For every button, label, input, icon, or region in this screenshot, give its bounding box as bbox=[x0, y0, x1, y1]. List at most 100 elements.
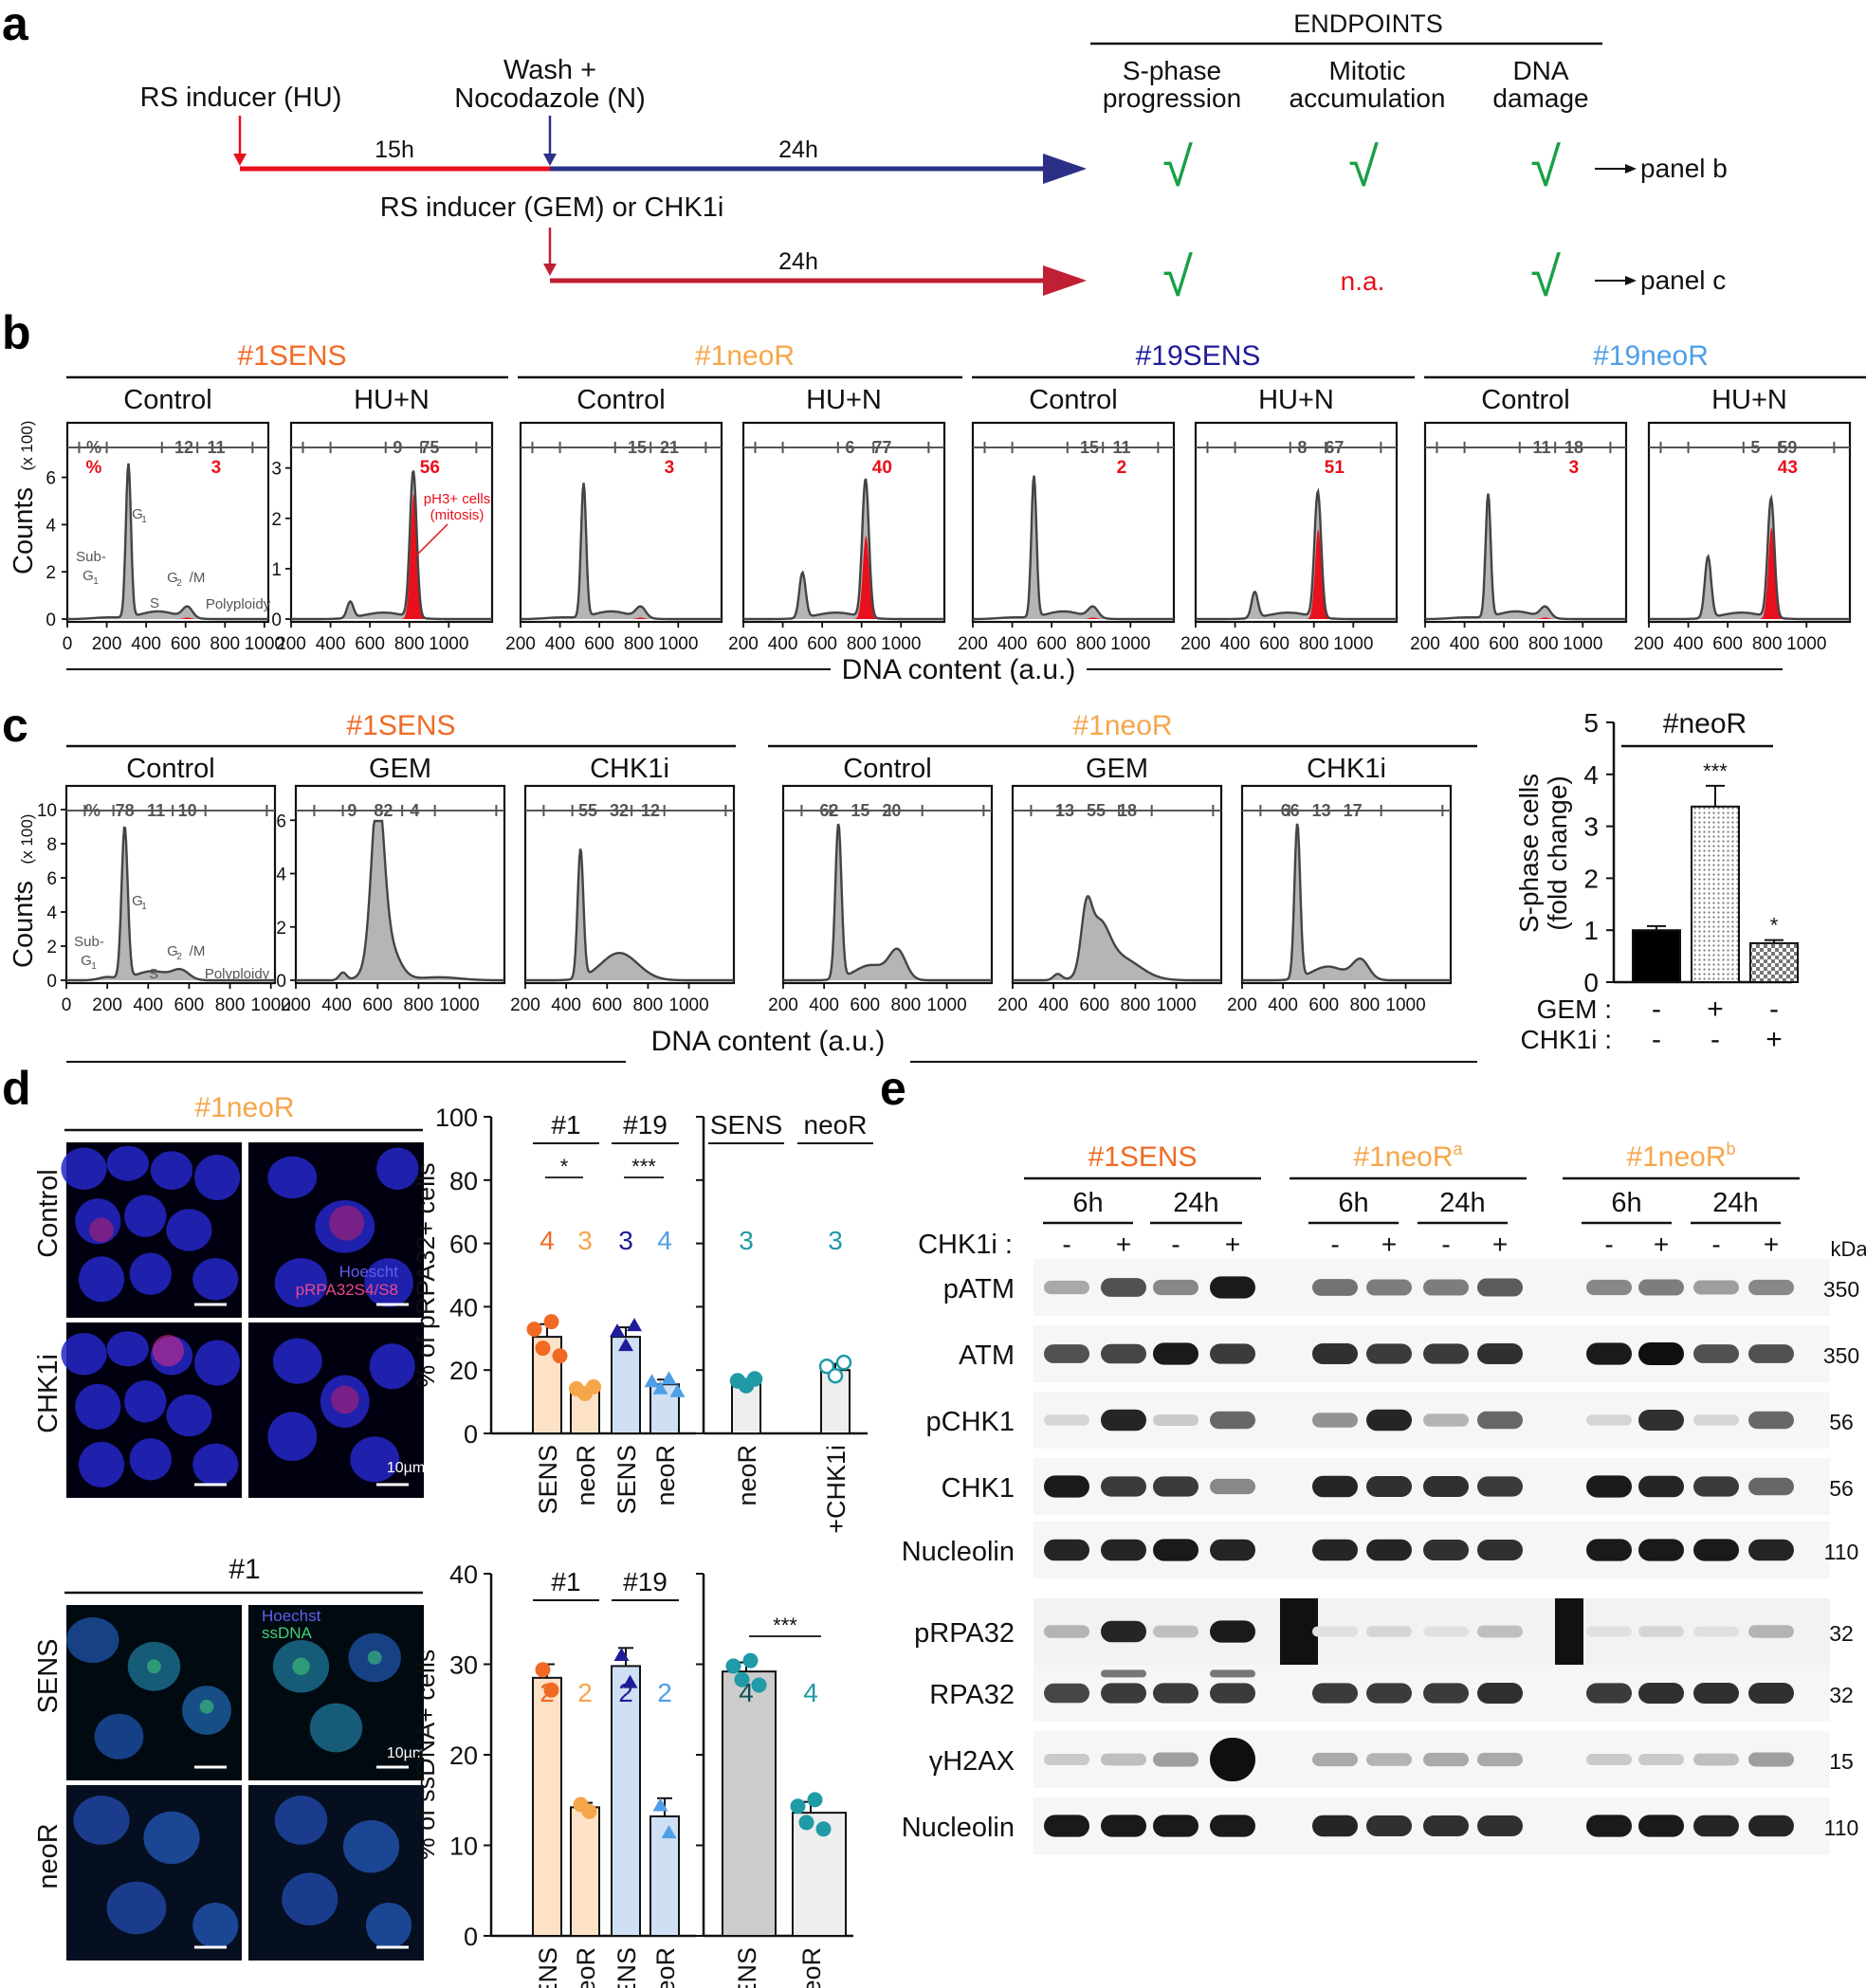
gate-number: 11 bbox=[147, 801, 165, 820]
y-tick-label: 80 bbox=[449, 1167, 478, 1195]
x-tick-label: 800 bbox=[210, 634, 240, 654]
histogram-frame bbox=[294, 784, 506, 985]
x-category-label: neoR bbox=[797, 1947, 826, 1988]
gate-number: 15 bbox=[851, 801, 869, 820]
blot-band bbox=[1423, 1413, 1469, 1427]
blot-band bbox=[1366, 1683, 1412, 1704]
molecular-weight: 15 bbox=[1829, 1749, 1854, 1774]
protein-label: pRPA32 bbox=[914, 1618, 1015, 1649]
x-category-label: SENS bbox=[613, 1445, 641, 1515]
blot-band bbox=[1044, 1475, 1089, 1498]
significance-mark: * bbox=[1770, 914, 1779, 938]
blot-band bbox=[1210, 1411, 1255, 1430]
foci bbox=[330, 1385, 359, 1414]
mitosis-number: 51 bbox=[1325, 458, 1345, 478]
blot-band bbox=[1101, 1278, 1146, 1297]
x-tick-label: 600 bbox=[362, 995, 393, 1015]
blot-band bbox=[1748, 1539, 1794, 1561]
c-bar bbox=[1691, 805, 1740, 983]
nucleus bbox=[129, 1438, 172, 1481]
x-tick-label: 400 bbox=[768, 634, 798, 654]
panel-label-d: d bbox=[2, 1062, 31, 1115]
blot-band bbox=[1044, 1280, 1089, 1295]
blot-band bbox=[1638, 1683, 1684, 1704]
x-category-label: neoR bbox=[733, 1445, 761, 1506]
blot-band bbox=[1693, 1539, 1739, 1561]
mitosis-number: 56 bbox=[420, 458, 440, 478]
gate-number-g2m: 18 bbox=[1564, 438, 1583, 457]
blot-band bbox=[1044, 1625, 1089, 1638]
blot-band bbox=[1693, 1476, 1739, 1497]
gate-number: 4 bbox=[410, 801, 419, 820]
blot-band bbox=[1210, 1478, 1255, 1495]
data-point bbox=[835, 1354, 852, 1371]
time-15h: 15h bbox=[375, 137, 414, 163]
nucleus bbox=[192, 1258, 239, 1301]
endpoint-s-phase-1: S-phase bbox=[1123, 56, 1221, 85]
histogram-fill bbox=[525, 848, 734, 980]
gate-number: 13 bbox=[1055, 801, 1074, 820]
c-condition-title: CHK1i bbox=[590, 754, 669, 784]
group-title: #1 bbox=[551, 1110, 580, 1140]
x-tick-label: 0 bbox=[62, 995, 72, 1015]
gem-arrowhead bbox=[1043, 265, 1087, 296]
peak-label-g2m: 2 bbox=[176, 578, 182, 589]
y-tick-label: 4 bbox=[1583, 760, 1599, 790]
y-tick-label: 10 bbox=[37, 801, 57, 821]
x-tick-label: 400 bbox=[1038, 995, 1069, 1015]
blot-band bbox=[1153, 1815, 1198, 1837]
hu-arrowhead bbox=[1043, 154, 1087, 184]
blot-band bbox=[1101, 1669, 1146, 1678]
histogram-fill bbox=[1242, 823, 1451, 980]
c-bar-y-label: S-phase cells bbox=[1514, 774, 1544, 933]
blot-band bbox=[1586, 1815, 1632, 1837]
blot-band bbox=[1044, 1815, 1089, 1837]
x-tick-label: 800 bbox=[624, 634, 654, 654]
check-icon: √ bbox=[1348, 137, 1379, 198]
blot-band bbox=[1748, 1344, 1794, 1363]
blot-band bbox=[1210, 1683, 1255, 1704]
gate-number-s: 8 bbox=[1297, 438, 1307, 457]
n-value: 3 bbox=[618, 1226, 633, 1255]
histogram-frame bbox=[1194, 421, 1399, 624]
gem-sign: + bbox=[1707, 994, 1724, 1025]
x-tick-label: 800 bbox=[215, 995, 246, 1015]
bar bbox=[570, 1806, 600, 1938]
c-cell-line-title: #1SENS bbox=[346, 710, 455, 741]
x-tick-label: 400 bbox=[133, 995, 163, 1015]
blot-band bbox=[1101, 1476, 1146, 1497]
histogram-line bbox=[1196, 487, 1397, 621]
y-tick-label: 8 bbox=[46, 835, 57, 855]
x-tick-label: 1000 bbox=[1156, 995, 1196, 1015]
chk1i-sign: - bbox=[1710, 1024, 1720, 1055]
blot-band bbox=[1210, 1276, 1255, 1299]
hu-label: RS inducer (HU) bbox=[140, 82, 342, 113]
b-condition-title: HU+N bbox=[1711, 385, 1787, 415]
x-tick-label: 400 bbox=[1674, 634, 1704, 654]
data-point bbox=[827, 1367, 844, 1384]
n-value: 2 bbox=[657, 1678, 672, 1707]
peak-label-polyploidy: Polyploidy bbox=[205, 966, 270, 982]
mitosis-number: 3 bbox=[665, 458, 675, 478]
gate-number-g2m: 77 bbox=[872, 438, 891, 457]
peak-label-subg1: Sub- bbox=[74, 934, 104, 950]
blot-band bbox=[1477, 1752, 1523, 1767]
x-tick-label: 400 bbox=[131, 634, 161, 654]
histogram-frame bbox=[523, 784, 736, 985]
n-value: 4 bbox=[540, 1226, 555, 1255]
nucleus bbox=[166, 1209, 212, 1251]
x-tick-label: 1000 bbox=[439, 995, 479, 1015]
y-tick-label: 6 bbox=[46, 469, 56, 489]
n-value: 2 bbox=[577, 1678, 593, 1707]
nucleus bbox=[78, 1441, 125, 1487]
x-tick-label: 200 bbox=[505, 634, 536, 654]
x-tick-label: 400 bbox=[545, 634, 576, 654]
data-point bbox=[586, 1378, 601, 1395]
arrow-right-icon bbox=[1625, 164, 1637, 173]
x-tick-label: 1000 bbox=[1110, 634, 1150, 654]
e-treatment-sign: + bbox=[1764, 1230, 1779, 1259]
data-point bbox=[652, 1380, 668, 1395]
blot-band bbox=[1101, 1409, 1146, 1432]
